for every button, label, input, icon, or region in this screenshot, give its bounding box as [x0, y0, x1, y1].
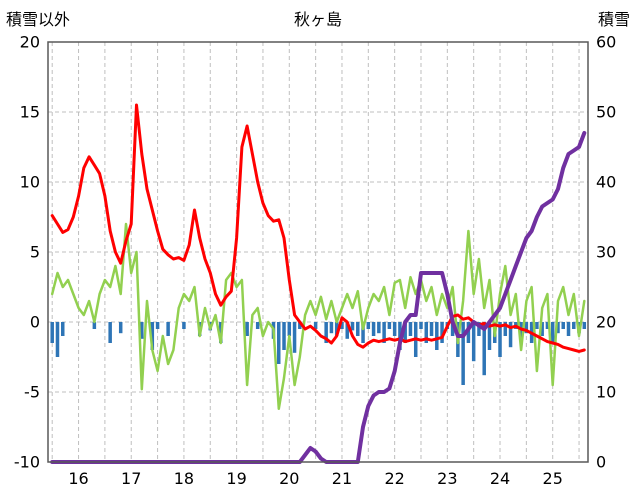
svg-text:21: 21	[332, 469, 352, 488]
svg-text:10: 10	[596, 383, 616, 402]
svg-text:24: 24	[490, 469, 510, 488]
right-axis-tick-labels: 0 10 20 30 40 50 60	[596, 33, 616, 472]
svg-text:18: 18	[174, 469, 194, 488]
svg-text:-5: -5	[24, 383, 40, 402]
svg-text:16: 16	[68, 469, 88, 488]
svg-text:60: 60	[596, 33, 616, 52]
svg-text:0: 0	[596, 453, 606, 472]
svg-text:20: 20	[596, 313, 616, 332]
svg-text:30: 30	[596, 243, 616, 262]
svg-text:17: 17	[121, 469, 141, 488]
svg-text:50: 50	[596, 103, 616, 122]
green-line	[50, 222, 586, 411]
svg-text:20: 20	[279, 469, 299, 488]
red-line	[50, 103, 586, 353]
svg-text:20: 20	[20, 33, 40, 52]
left-axis-title: 積雪以外	[6, 10, 71, 29]
svg-text:-10: -10	[14, 453, 40, 472]
chart-title: 秋ヶ島	[293, 10, 342, 29]
svg-text:15: 15	[20, 103, 40, 122]
svg-text:0: 0	[30, 313, 40, 332]
x-axis-tick-labels: 16 17 18 19 20 21 22 23 24 25	[68, 469, 563, 488]
plot-border	[47, 41, 589, 463]
svg-text:10: 10	[20, 173, 40, 192]
svg-text:19: 19	[226, 469, 246, 488]
left-axis-tick-labels: -10 -5 0 5 10 15 20	[14, 33, 40, 472]
svg-text:25: 25	[543, 469, 563, 488]
svg-text:40: 40	[596, 173, 616, 192]
svg-text:5: 5	[30, 243, 40, 262]
svg-text:22: 22	[384, 469, 404, 488]
svg-text:23: 23	[437, 469, 457, 488]
right-axis-title: 積雪	[597, 10, 630, 29]
